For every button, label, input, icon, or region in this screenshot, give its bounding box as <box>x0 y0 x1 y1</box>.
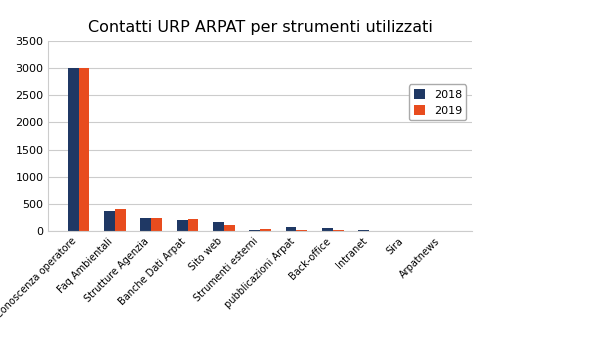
Bar <box>322 228 333 231</box>
Bar <box>296 230 307 231</box>
Bar <box>115 209 126 231</box>
Bar <box>249 230 260 231</box>
Bar <box>68 68 79 231</box>
Bar <box>177 220 188 231</box>
Bar <box>151 218 162 231</box>
Bar <box>224 225 235 231</box>
Bar <box>286 227 296 231</box>
Bar <box>358 230 369 231</box>
Bar <box>140 218 151 231</box>
Title: Contatti URP ARPAT per strumenti utilizzati: Contatti URP ARPAT per strumenti utilizz… <box>88 20 433 35</box>
Bar <box>213 222 224 231</box>
Bar <box>333 230 344 231</box>
Bar <box>104 211 115 231</box>
Legend: 2018, 2019: 2018, 2019 <box>409 84 466 120</box>
Bar <box>260 229 271 231</box>
Bar <box>188 219 198 231</box>
Bar <box>79 68 90 231</box>
